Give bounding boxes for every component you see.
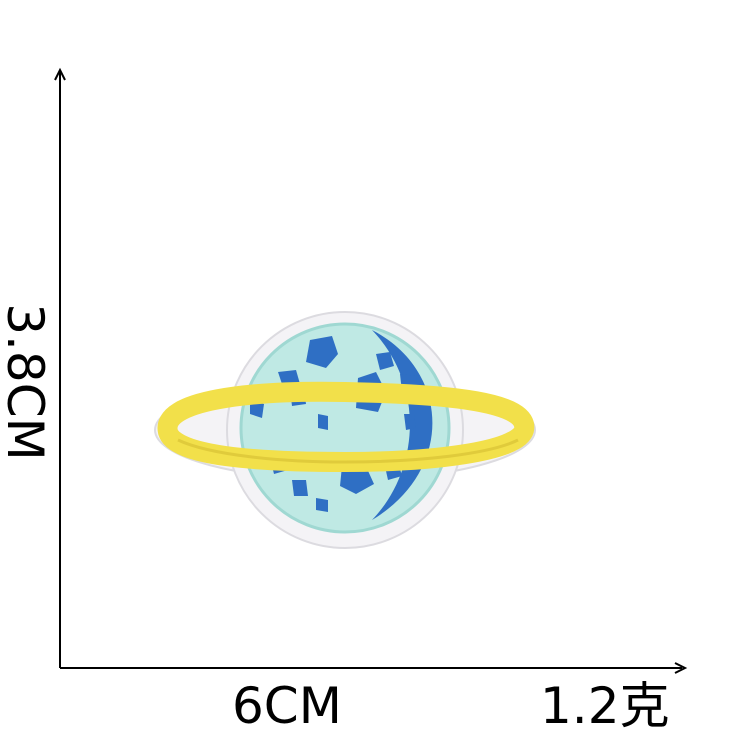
vertical-axis-arrow-icon	[54, 67, 66, 81]
planet-ring	[157, 381, 535, 472]
height-dimension-label: 3.8CM	[0, 303, 54, 461]
planet-body	[239, 322, 451, 534]
width-dimension-label: 6CM	[232, 677, 342, 735]
weight-label: 1.2克	[540, 677, 670, 735]
horizontal-axis-arrow-icon	[674, 662, 688, 674]
planet-crescent	[372, 330, 433, 520]
